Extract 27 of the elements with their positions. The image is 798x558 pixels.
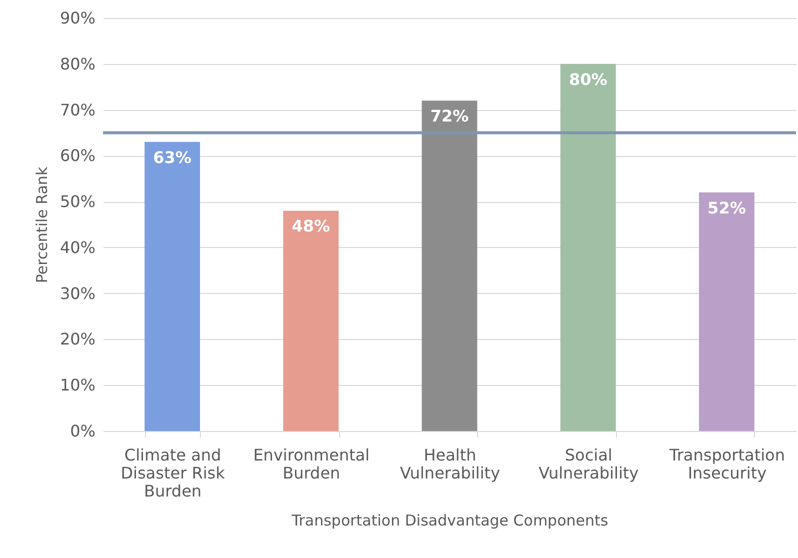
data-label: 63% [153,148,192,167]
data-label: 48% [292,216,330,236]
y-tick-label: 70% [60,100,96,120]
bar [422,100,478,431]
y-tick-label: 90% [60,8,96,28]
x-tick-label: Transportation Insecurity [668,446,785,482]
data-label: 52% [708,198,746,218]
y-tick-label: 30% [60,284,96,303]
bar [283,210,339,431]
y-tick-label: 10% [60,376,96,395]
x-tick-label: Environmental Burden [253,446,370,482]
x-tick-label: Health Vulnerability [400,446,500,482]
x-tick-label: Social Vulnerability [538,446,639,482]
data-label: 80% [568,70,608,89]
x-tick-label: Climate and Disaster Risk Burden [120,446,226,500]
data-label: 72% [430,106,469,126]
y-tick-label: 20% [60,330,96,349]
bar [144,142,200,431]
y-tick-label: 50% [60,192,96,212]
bar [698,192,754,431]
y-tick-label: 0% [70,422,96,440]
y-axis-title: Percentile Rank [32,166,51,284]
y-tick-label: 60% [60,146,96,166]
x-axis-title: Transportation Disadvantage Components [290,512,608,530]
y-tick-label: 80% [60,54,96,74]
bar [560,64,616,431]
y-tick-label: 40% [60,238,96,257]
